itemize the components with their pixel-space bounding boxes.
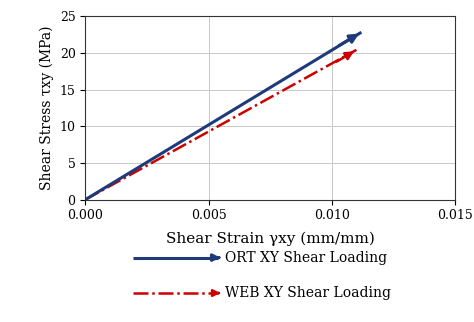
Text: ORT XY Shear Loading: ORT XY Shear Loading [225, 251, 387, 265]
Text: Shear Strain γxy (mm/mm): Shear Strain γxy (mm/mm) [166, 232, 374, 246]
Text: WEB XY Shear Loading: WEB XY Shear Loading [225, 286, 391, 300]
Y-axis label: Shear Stress τxy (MPa): Shear Stress τxy (MPa) [40, 26, 54, 190]
